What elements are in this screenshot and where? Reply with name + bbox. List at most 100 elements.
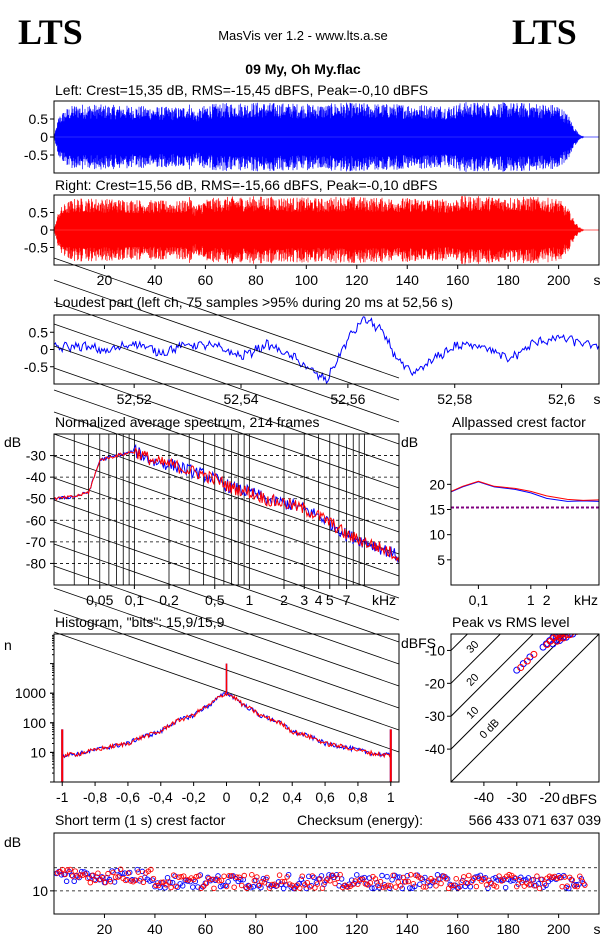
short-term-point-1-71 bbox=[231, 884, 237, 890]
histogram-xtick-label-4: -0,2 bbox=[182, 789, 206, 805]
allpass-crest-chart: Allpassed crest factor dB 5 10 15 20 0,1 1 2 kH… bbox=[401, 414, 600, 608]
short-term-point-1-3 bbox=[59, 866, 66, 873]
peak-vs-rms-point-1-16 bbox=[571, 634, 576, 635]
peak-vs-rms-diagonal-label-4: 0 dB bbox=[478, 717, 502, 741]
spectrum-ytick-label-3: -60 bbox=[26, 512, 46, 528]
peak-vs-rms-diagonal-3 bbox=[451, 634, 567, 750]
short-term-point-1-98 bbox=[299, 873, 306, 879]
short-term-point-1-170 bbox=[481, 875, 487, 882]
short-term-point-1-103 bbox=[312, 885, 318, 891]
spectrum-slope-0 bbox=[53, 257, 400, 379]
short-term-point-1-199 bbox=[554, 875, 560, 882]
short-term-crest-title: Short term (1 s) crest factor bbox=[55, 812, 226, 828]
spectrum-slope-3 bbox=[53, 323, 400, 445]
waveform-right-xtick-label-7: 160 bbox=[446, 272, 470, 288]
short-term-point-1-113 bbox=[337, 871, 343, 878]
short-term-point-1-202 bbox=[561, 874, 568, 880]
loudest-part-title: Loudest part (left ch, 75 samples >95% d… bbox=[55, 294, 453, 310]
allpass-crest-xunit: kHz bbox=[574, 592, 598, 608]
waveform-left-chart: Left: Crest=15,35 dB, RMS=-15,45 dBFS, P… bbox=[24, 82, 600, 174]
spectrum-chart: Normalized average spectrum, 214 frames … bbox=[4, 257, 400, 753]
peak-vs-rms-diagonal-label-2: 20 bbox=[464, 672, 481, 689]
peak-vs-rms-xtick-label-1: -30 bbox=[507, 789, 527, 805]
short-term-crest-frame bbox=[53, 832, 600, 915]
short-term-point-1-197 bbox=[549, 874, 555, 880]
histogram-xtick-label-5: 0 bbox=[223, 789, 231, 805]
short-term-crest-xtick-label-6: 140 bbox=[396, 921, 420, 937]
peak-vs-rms-ytick-label-1: -20 bbox=[425, 675, 445, 691]
short-term-crest-xtick-label-9: 200 bbox=[547, 921, 571, 937]
short-term-point-1-63 bbox=[211, 885, 217, 892]
short-term-point-1-61 bbox=[206, 875, 212, 882]
short-term-point-1-145 bbox=[418, 875, 424, 882]
short-term-point-1-194 bbox=[541, 881, 548, 887]
loudest-part-xunit: s bbox=[594, 391, 601, 407]
short-term-point-1-135 bbox=[392, 884, 399, 890]
short-term-point-1-142 bbox=[410, 880, 417, 887]
short-term-point-1-65 bbox=[216, 878, 222, 884]
spectrum-slope-11 bbox=[53, 499, 400, 621]
spectrum-slope-1 bbox=[53, 279, 400, 401]
short-term-point-1-66 bbox=[218, 877, 225, 884]
peak-vs-rms-point-1-21 bbox=[574, 634, 579, 635]
histogram-xtick-label-7: 0,4 bbox=[282, 789, 302, 805]
spectrum-title: Normalized average spectrum, 214 frames bbox=[55, 414, 320, 430]
peak-vs-rms-diagonal-4 bbox=[451, 634, 599, 782]
short-term-point-1-25 bbox=[115, 874, 121, 880]
short-term-point-0-147 bbox=[422, 874, 428, 881]
short-term-point-1-121 bbox=[357, 876, 364, 883]
short-term-point-1-210 bbox=[582, 882, 588, 888]
spectrum-slope-5 bbox=[53, 367, 400, 489]
short-term-point-0-179 bbox=[502, 884, 509, 891]
loudest-part-xtick-label-4: 52,6 bbox=[548, 391, 575, 407]
short-term-point-1-104 bbox=[314, 881, 321, 887]
short-term-point-1-23 bbox=[110, 869, 116, 876]
histogram-chart: Histogram, "bits": 15,9/15,9 n 101001000… bbox=[4, 614, 400, 805]
short-term-point-1-182 bbox=[511, 874, 517, 881]
short-term-crest-xtick-label-8: 180 bbox=[496, 921, 520, 937]
short-term-point-1-60 bbox=[203, 880, 210, 887]
short-term-point-1-196 bbox=[546, 873, 553, 880]
short-term-point-1-152 bbox=[435, 876, 442, 882]
waveform-left-title: Left: Crest=15,35 dB, RMS=-15,45 dBFS, P… bbox=[55, 82, 428, 98]
short-term-point-1-203 bbox=[564, 883, 570, 889]
spectrum-slope-12 bbox=[53, 521, 400, 643]
short-term-point-1-157 bbox=[448, 882, 454, 889]
histogram-curve-1 bbox=[61, 691, 392, 759]
short-term-point-1-48 bbox=[173, 883, 179, 890]
peak-vs-rms-title: Peak vs RMS level bbox=[452, 614, 569, 630]
short-term-point-1-57 bbox=[196, 873, 202, 879]
peak-vs-rms-ylabel: dBFS bbox=[401, 635, 436, 651]
short-term-point-1-141 bbox=[408, 871, 414, 878]
short-term-point-0-106 bbox=[318, 873, 325, 879]
short-term-point-1-116 bbox=[344, 884, 351, 890]
short-term-point-1-20 bbox=[102, 879, 109, 886]
loudest-part-ytick-label-0: 0.5 bbox=[29, 324, 49, 340]
waveform-right-xtick-label-5: 120 bbox=[345, 272, 369, 288]
short-term-point-0-5 bbox=[63, 878, 70, 885]
peak-vs-rms-xtick-label-2: -20 bbox=[540, 789, 560, 805]
short-term-point-0-78 bbox=[248, 884, 254, 891]
allpass-crest-xtick-label-1: 1 bbox=[527, 592, 535, 608]
waveform-right-ytick-label-0: 0.5 bbox=[29, 205, 49, 221]
short-term-point-1-120 bbox=[355, 881, 361, 887]
short-term-point-1-185 bbox=[519, 879, 525, 886]
short-term-point-1-38 bbox=[148, 866, 154, 873]
short-term-crest-xtick-label-3: 80 bbox=[248, 921, 264, 937]
short-term-point-1-12 bbox=[82, 871, 89, 877]
short-term-point-0-57 bbox=[195, 884, 201, 890]
spectrum-slope-2 bbox=[53, 301, 400, 423]
short-term-point-0-66 bbox=[217, 883, 224, 890]
short-term-point-1-47 bbox=[170, 872, 177, 878]
histogram-xtick-label-10: 1 bbox=[387, 789, 395, 805]
short-term-point-0-44 bbox=[162, 885, 168, 891]
short-term-point-1-192 bbox=[536, 885, 543, 892]
short-term-point-1-161 bbox=[458, 879, 464, 886]
short-term-point-1-39 bbox=[150, 875, 157, 882]
loudest-part-xtick-label-0: 52,52 bbox=[117, 391, 152, 407]
short-term-point-1-10 bbox=[77, 872, 83, 878]
short-term-point-0-112 bbox=[333, 872, 340, 878]
waveform-left-ytick-label-0: 0.5 bbox=[29, 111, 49, 127]
short-term-point-1-147 bbox=[423, 884, 429, 890]
